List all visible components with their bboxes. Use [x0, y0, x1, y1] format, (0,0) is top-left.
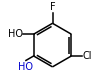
- Text: HO: HO: [8, 29, 23, 39]
- Text: F: F: [50, 2, 55, 12]
- Text: HO: HO: [18, 62, 33, 72]
- Text: Cl: Cl: [82, 51, 92, 61]
